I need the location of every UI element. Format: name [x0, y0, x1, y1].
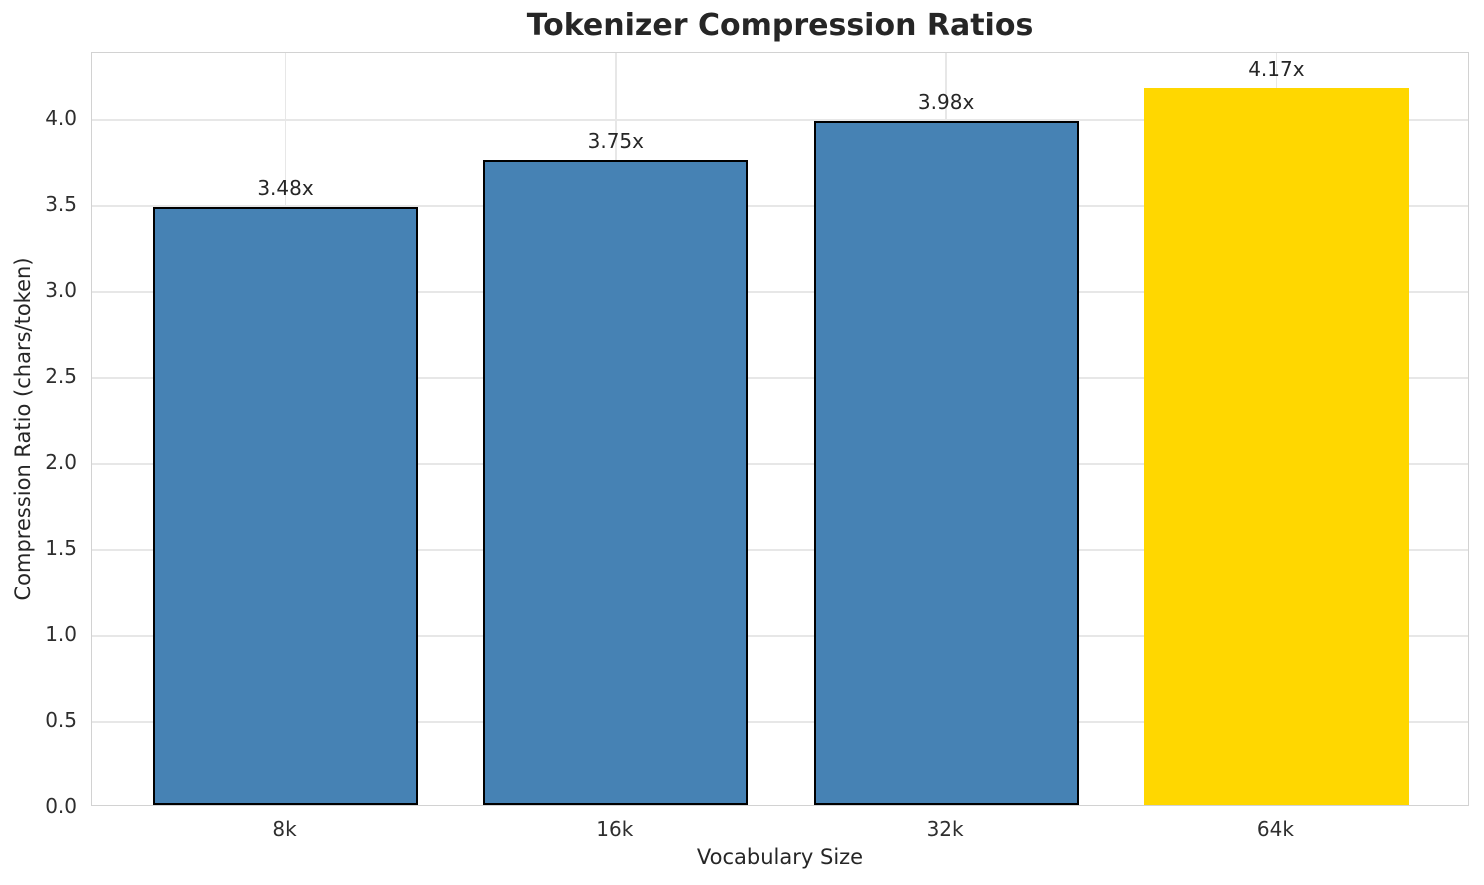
bar-value-label-32k: 3.98x — [917, 89, 975, 114]
gridline-h-1.5 — [92, 549, 1468, 551]
y-tick-4.0: 4.0 — [45, 106, 77, 131]
bar-value-label-8k: 3.48x — [257, 175, 314, 200]
x-tick-8k: 8k — [272, 817, 297, 841]
x-tick-64k: 64k — [1256, 817, 1294, 841]
x-tick-16k: 16k — [596, 817, 634, 841]
x-tick-32k: 32k — [926, 817, 964, 841]
bar-64k — [1143, 88, 1409, 805]
gridline-h-2.0 — [92, 463, 1468, 465]
y-tick-2.5: 2.5 — [45, 364, 77, 389]
y-tick-0.5: 0.5 — [45, 708, 77, 733]
bar-value-label-64k: 4.17x — [1248, 57, 1305, 82]
plot-area: 3.48x 3.75x 3.98x 4.17x — [91, 52, 1469, 806]
gridline-h-4.0 — [92, 119, 1468, 121]
y-tick-1.0: 1.0 — [45, 622, 77, 647]
y-tick-1.5: 1.5 — [45, 536, 77, 561]
gridline-h-1.0 — [92, 635, 1468, 637]
y-tick-3.5: 3.5 — [45, 192, 77, 217]
bar-value-label-16k: 3.75x — [587, 129, 644, 154]
y-tick-0.0: 0.0 — [45, 794, 77, 818]
x-axis-label: Vocabulary Size — [696, 845, 864, 869]
gridline-h-2.5 — [92, 377, 1468, 379]
bar-32k — [813, 120, 1079, 805]
gridline-h-3.5 — [92, 205, 1468, 207]
gridline-h-3.0 — [92, 291, 1468, 293]
bar-8k — [153, 206, 418, 805]
y-tick-2.0: 2.0 — [45, 450, 77, 475]
bar-16k — [483, 160, 749, 805]
y-tick-3.0: 3.0 — [45, 278, 77, 303]
gridline-h-0.5 — [92, 721, 1468, 723]
chart-title: Tokenizer Compression Ratios — [526, 8, 1034, 43]
